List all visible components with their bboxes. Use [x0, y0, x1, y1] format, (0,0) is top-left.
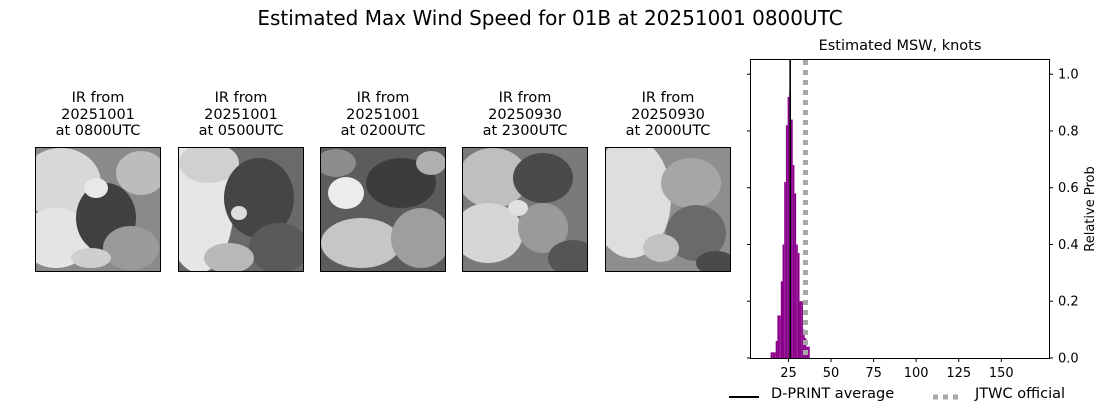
histogram-bar	[799, 301, 802, 358]
chart-title: Estimated MSW, knots	[819, 38, 982, 54]
histogram-bar	[785, 125, 788, 359]
ir-satellite-image	[462, 147, 588, 272]
y-tick-label: 0.2	[1058, 295, 1079, 310]
histogram-bar	[779, 315, 781, 358]
legend-jtwc-label: JTWC official	[975, 386, 1066, 402]
histogram-bar	[784, 182, 786, 358]
histogram-bar	[794, 193, 797, 358]
ir-satellite-image	[320, 147, 446, 272]
ir-panel: IR from 20250930 at 2300UTC	[462, 90, 588, 272]
x-tick-label: 75	[865, 366, 882, 381]
ir-panel-title: IR from 20250930 at 2300UTC	[482, 90, 568, 139]
ir-panel-title: IR from 20251001 at 0200UTC	[340, 90, 426, 139]
histogram-bar	[780, 281, 783, 358]
ir-satellite-image	[605, 147, 731, 272]
ir-panel-title: IR from 20250930 at 2000UTC	[625, 90, 711, 139]
ir-panel: IR from 20251001 at 0200UTC	[320, 90, 446, 272]
histogram-bar	[773, 352, 776, 358]
y-tick-label: 0.8	[1058, 124, 1079, 139]
histogram-bar	[791, 119, 793, 358]
ir-panel: IR from 20251001 at 0500UTC	[178, 90, 304, 272]
x-tick-label: 100	[904, 366, 929, 381]
x-tick-label: 150	[989, 366, 1014, 381]
histogram-bar	[808, 346, 810, 358]
legend-dprint-label: D-PRINT average	[771, 386, 895, 402]
ir-panel: IR from 20250930 at 2000UTC	[605, 90, 731, 272]
y-tick-label: 1.0	[1058, 68, 1079, 83]
figure-title: Estimated Max Wind Speed for 01B at 2025…	[257, 6, 843, 30]
ir-panel-title: IR from 20251001 at 0800UTC	[55, 90, 141, 139]
histogram-bar	[787, 96, 790, 359]
histogram-bar	[772, 352, 774, 358]
histogram-bar	[797, 252, 800, 358]
ir-panel-title: IR from 20251001 at 0500UTC	[198, 90, 284, 139]
y-axis-label: Relative Prob	[1083, 166, 1098, 251]
histogram-bar	[775, 340, 778, 358]
histogram-bar	[777, 315, 780, 358]
histogram-bar	[782, 244, 785, 358]
histogram-bar	[770, 352, 773, 358]
x-tick-label: 50	[823, 366, 840, 381]
histogram-bar	[796, 244, 798, 358]
histogram-bar	[801, 301, 803, 358]
histogram-bar	[804, 338, 807, 358]
y-tick-label: 0.0	[1058, 352, 1079, 367]
ir-satellite-image	[178, 147, 304, 272]
x-tick-label: 25	[780, 366, 797, 381]
y-tick-label: 0.6	[1058, 181, 1079, 196]
plot-frame	[750, 59, 1050, 359]
ir-panel: IR from 20251001 at 0800UTC	[35, 90, 161, 272]
x-tick-label: 125	[946, 366, 971, 381]
histogram-bar	[792, 165, 795, 358]
y-tick-label: 0.4	[1058, 238, 1079, 253]
ir-satellite-image	[35, 147, 161, 272]
